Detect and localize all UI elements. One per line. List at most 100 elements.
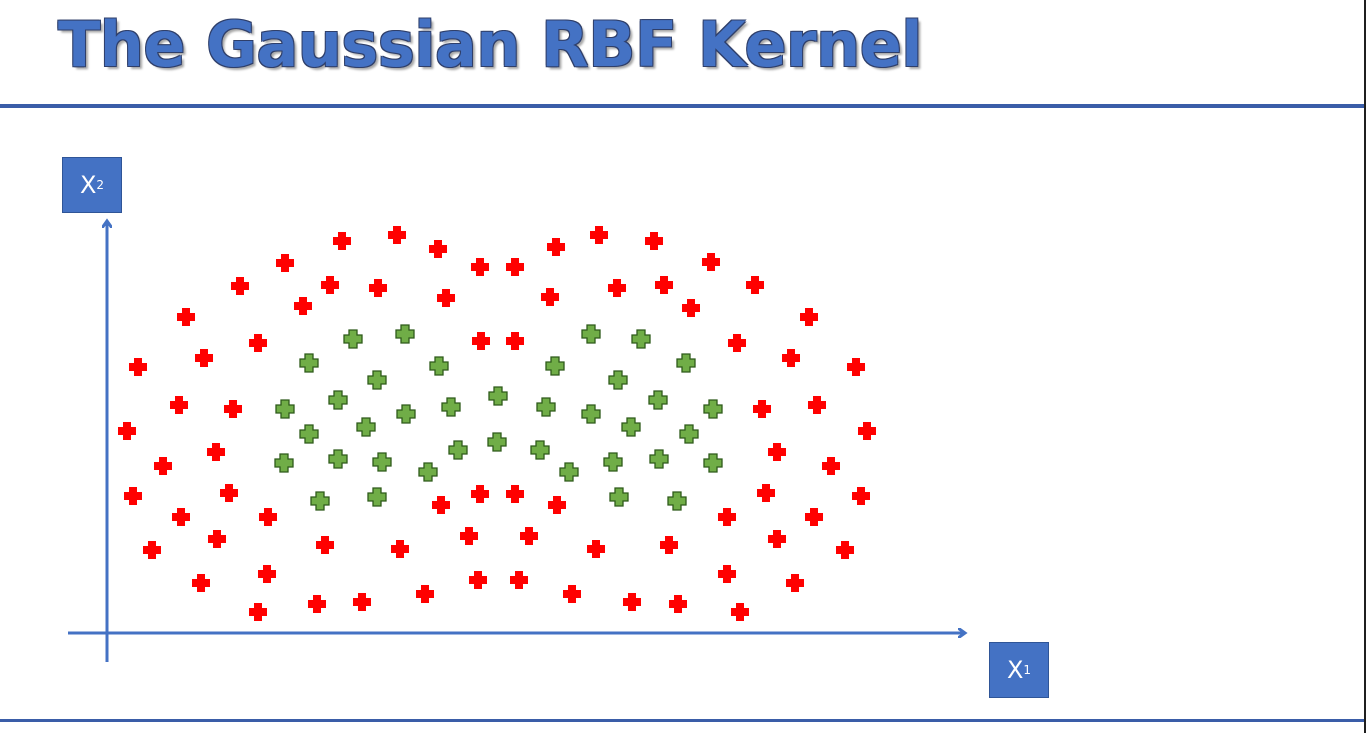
- outer-class-point: [294, 297, 312, 315]
- outer-class-point: [660, 536, 678, 554]
- inner-class-point: [581, 324, 601, 344]
- slide-title: The Gaussian RBF Kernel: [58, 8, 923, 81]
- outer-class-point: [143, 541, 161, 559]
- inner-class-point: [310, 491, 330, 511]
- outer-class-point: [308, 595, 326, 613]
- outer-class-point: [208, 530, 226, 548]
- outer-class-point: [118, 422, 136, 440]
- inner-class-point: [299, 424, 319, 444]
- inner-class-point: [536, 397, 556, 417]
- outer-class-point: [645, 232, 663, 250]
- outer-class-point: [437, 289, 455, 307]
- outer-class-point: [590, 226, 608, 244]
- outer-class-point: [718, 508, 736, 526]
- outer-class-point: [728, 334, 746, 352]
- inner-class-point: [343, 329, 363, 349]
- outer-class-point: [808, 396, 826, 414]
- outer-class-point: [207, 443, 225, 461]
- inner-class-point: [648, 390, 668, 410]
- outer-class-point: [753, 400, 771, 418]
- inner-class-point: [328, 390, 348, 410]
- outer-class-point: [124, 487, 142, 505]
- inner-class-point: [328, 449, 348, 469]
- outer-class-point: [388, 226, 406, 244]
- title-divider: [0, 104, 1366, 108]
- outer-class-point: [177, 308, 195, 326]
- inner-class-point: [448, 440, 468, 460]
- outer-class-point: [259, 508, 277, 526]
- outer-class-point: [469, 571, 487, 589]
- outer-class-point: [316, 536, 334, 554]
- outer-class-point: [506, 485, 524, 503]
- inner-class-point: [631, 329, 651, 349]
- outer-class-point: [471, 258, 489, 276]
- outer-class-point: [333, 232, 351, 250]
- inner-class-point: [609, 487, 629, 507]
- x-axis-letter: X: [1006, 656, 1024, 684]
- outer-class-point: [800, 308, 818, 326]
- inner-class-point: [418, 462, 438, 482]
- outer-class-point: [548, 496, 566, 514]
- outer-class-point: [852, 487, 870, 505]
- outer-class-point: [276, 254, 294, 272]
- outer-class-point: [782, 349, 800, 367]
- inner-class-point: [530, 440, 550, 460]
- inner-class-point: [441, 397, 461, 417]
- outer-class-point: [768, 530, 786, 548]
- outer-class-point: [682, 299, 700, 317]
- inner-class-point: [667, 491, 687, 511]
- outer-class-point: [154, 457, 172, 475]
- inner-class-point: [299, 353, 319, 373]
- inner-class-point: [372, 452, 392, 472]
- outer-class-point: [541, 288, 559, 306]
- outer-class-point: [587, 540, 605, 558]
- outer-class-point: [822, 457, 840, 475]
- outer-class-point: [249, 603, 267, 621]
- outer-class-point: [369, 279, 387, 297]
- outer-class-point: [172, 508, 190, 526]
- outer-class-point: [655, 276, 673, 294]
- inner-class-point: [356, 417, 376, 437]
- inner-class-point: [703, 399, 723, 419]
- outer-class-point: [192, 574, 210, 592]
- inner-class-point: [679, 424, 699, 444]
- inner-class-point: [676, 353, 696, 373]
- inner-class-point: [545, 356, 565, 376]
- inner-class-point: [649, 449, 669, 469]
- inner-class-point: [488, 386, 508, 406]
- outer-class-point: [321, 276, 339, 294]
- outer-class-point: [224, 400, 242, 418]
- outer-class-point: [353, 593, 371, 611]
- footer-divider: [0, 719, 1366, 722]
- outer-class-point: [170, 396, 188, 414]
- outer-class-point: [520, 527, 538, 545]
- x-axis-subscript: 1: [1023, 663, 1032, 677]
- inner-class-point: [559, 462, 579, 482]
- y-axis-letter: X: [79, 171, 97, 199]
- outer-class-point: [195, 349, 213, 367]
- inner-class-point: [395, 324, 415, 344]
- y-axis-subscript: 2: [96, 178, 105, 192]
- outer-class-point: [460, 527, 478, 545]
- inner-class-point: [487, 432, 507, 452]
- outer-class-point: [669, 595, 687, 613]
- inner-class-point: [603, 452, 623, 472]
- outer-class-point: [847, 358, 865, 376]
- inner-class-point: [621, 417, 641, 437]
- outer-class-point: [718, 565, 736, 583]
- outer-class-point: [623, 593, 641, 611]
- outer-class-point: [249, 334, 267, 352]
- outer-class-point: [805, 508, 823, 526]
- inner-class-point: [429, 356, 449, 376]
- outer-class-point: [506, 332, 524, 350]
- outer-class-point: [746, 276, 764, 294]
- outer-class-point: [429, 240, 447, 258]
- outer-class-point: [432, 496, 450, 514]
- frame-edge: [1364, 0, 1366, 733]
- inner-class-point: [367, 370, 387, 390]
- inner-class-point: [275, 399, 295, 419]
- inner-class-point: [274, 453, 294, 473]
